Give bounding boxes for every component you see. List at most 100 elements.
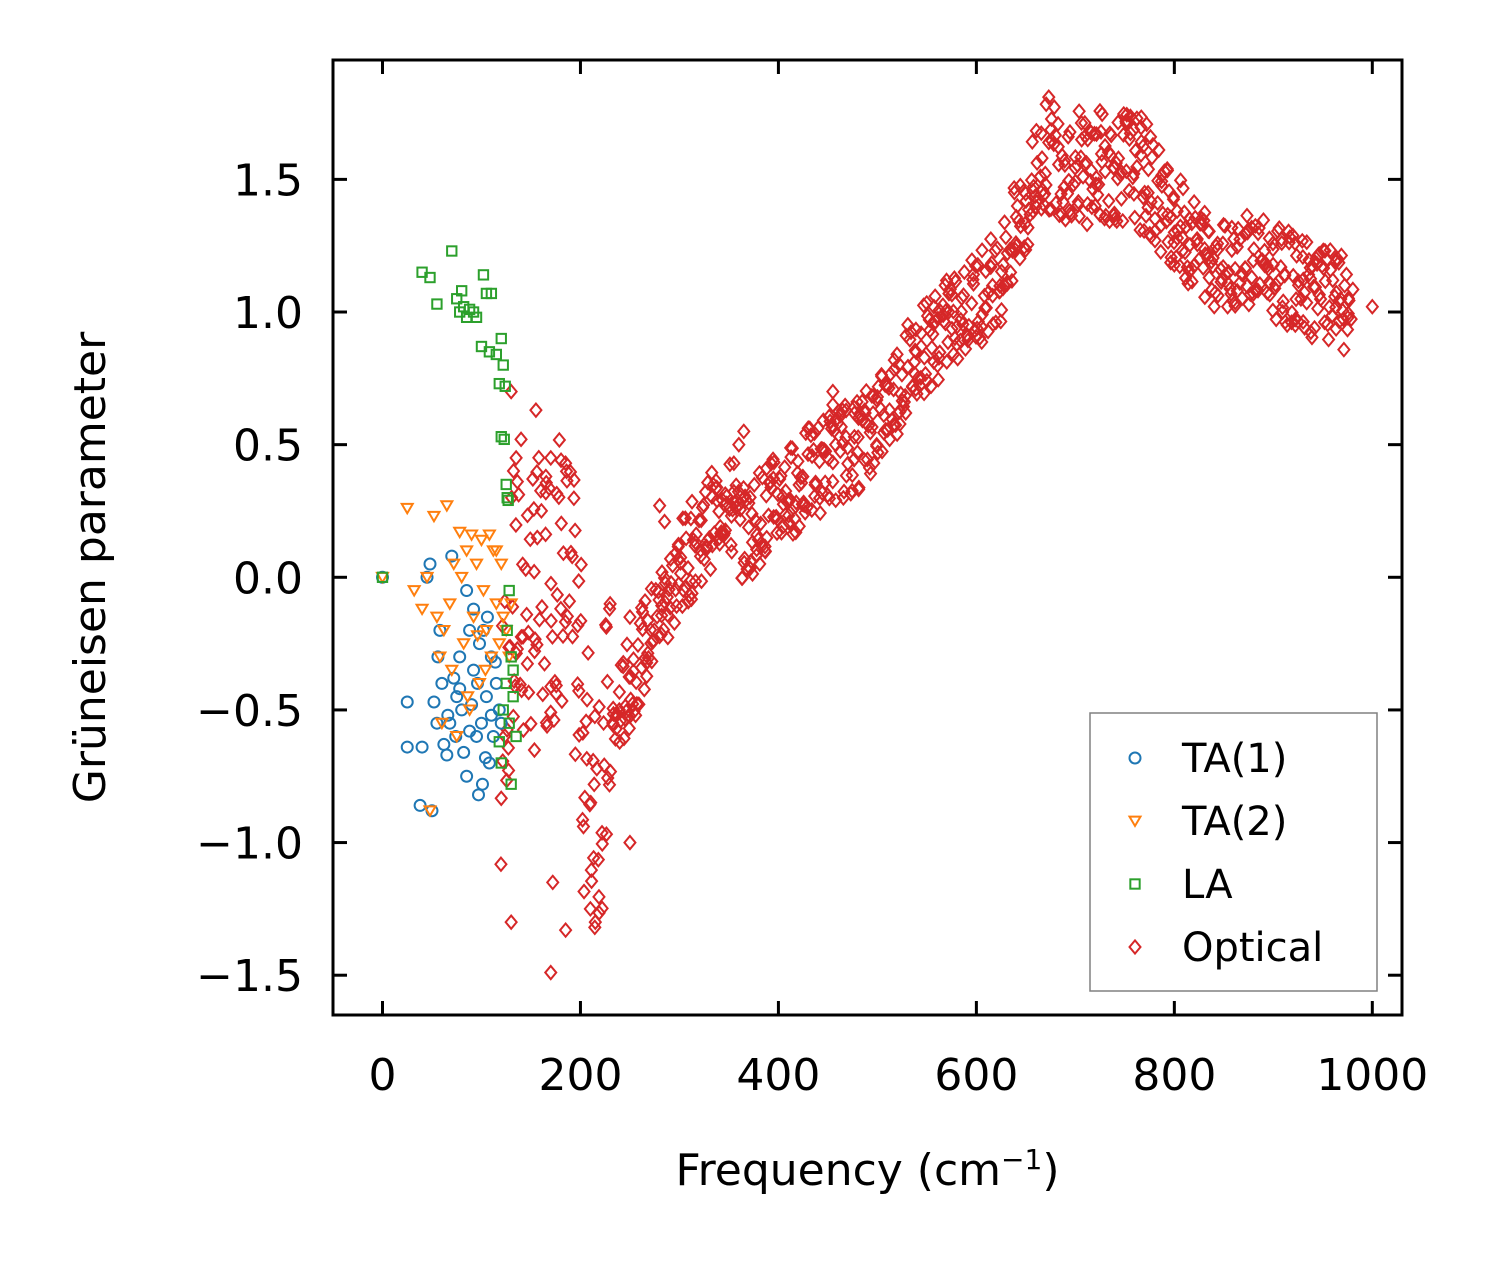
optical-point (938, 315, 953, 332)
optical-point (866, 454, 881, 472)
data-point (483, 346, 496, 358)
optical-point (996, 256, 1011, 273)
optical-point (1215, 271, 1229, 288)
optical-point (1288, 311, 1303, 328)
optical-point (1311, 300, 1325, 317)
optical-point (1134, 119, 1148, 136)
optical-point (1047, 98, 1062, 116)
optical-outlier-point (603, 595, 617, 612)
optical-point (542, 479, 557, 497)
optical-point (673, 549, 688, 566)
optical-point (1041, 89, 1056, 106)
optical-point (644, 653, 659, 670)
optical-point (901, 316, 915, 333)
optical-outlier-point (504, 383, 518, 400)
optical-point (1130, 158, 1144, 176)
optical-point (1305, 329, 1319, 346)
optical-point (968, 257, 983, 275)
optical-point (596, 714, 611, 732)
optical-point (1119, 163, 1134, 180)
optical-point (1299, 294, 1314, 311)
optical-point (909, 343, 923, 361)
optical-point (1072, 208, 1087, 225)
optical-point (1198, 289, 1212, 306)
data-point (427, 695, 441, 709)
optical-outlier-point (588, 913, 603, 931)
data-point (490, 348, 502, 361)
optical-point (1153, 243, 1168, 260)
optical-outlier-point (652, 497, 667, 514)
optical-point (535, 686, 550, 703)
optical-point (807, 425, 822, 442)
optical-point (1207, 298, 1222, 315)
data-point (376, 571, 389, 583)
optical-point (1317, 314, 1332, 331)
optical-point (785, 440, 800, 457)
optical-point (516, 721, 531, 739)
optical-point (1268, 276, 1283, 293)
optical-point (602, 776, 617, 793)
optical-point (875, 443, 889, 460)
optical-point (712, 503, 726, 520)
data-point (400, 740, 414, 754)
optical-point (567, 490, 581, 507)
data-point (441, 708, 455, 722)
data-point (485, 287, 498, 300)
optical-point (733, 501, 748, 518)
optical-point (1116, 126, 1131, 144)
optical-point (667, 614, 682, 632)
optical-point (1018, 185, 1033, 202)
optical-point (623, 691, 638, 708)
optical-outlier-point (529, 402, 543, 419)
optical-point (1296, 313, 1310, 331)
data-point (503, 598, 519, 611)
optical-point (595, 900, 609, 917)
series-optical (494, 89, 1380, 981)
x-axis-label: Frequency (cm−1) (676, 1143, 1060, 1197)
optical-point (524, 715, 538, 732)
optical-point (1013, 250, 1027, 267)
optical-point (984, 255, 999, 272)
optical-point (947, 270, 962, 287)
optical-point (890, 425, 904, 443)
optical-point (1339, 266, 1354, 283)
optical-point (655, 564, 669, 581)
optical-point (574, 556, 588, 573)
data-point (472, 637, 486, 651)
data-point (442, 598, 458, 611)
data-point (415, 740, 429, 754)
optical-point (957, 263, 972, 281)
optical-point (613, 712, 628, 730)
optical-point (1302, 251, 1316, 269)
data-point (435, 676, 449, 690)
y-tick-label: 1.0 (233, 288, 303, 339)
data-point (433, 623, 447, 637)
optical-point (651, 583, 666, 600)
optical-point (549, 677, 564, 694)
data-point (467, 602, 481, 616)
data-point (505, 651, 517, 663)
optical-point (801, 420, 816, 437)
optical-outlier-point (558, 921, 573, 939)
optical-point (979, 263, 993, 280)
optical-point (999, 229, 1013, 246)
data-point (449, 729, 463, 743)
optical-point (723, 456, 737, 473)
data-point (437, 737, 451, 751)
optical-point (520, 655, 535, 672)
optical-point (1150, 194, 1165, 212)
x-tick-label: 600 (934, 1050, 1018, 1101)
optical-outlier-point (558, 455, 573, 472)
optical-point (639, 668, 654, 685)
optical-point (1224, 241, 1239, 259)
y-tick-label: 0.0 (233, 553, 303, 604)
optical-point (1164, 249, 1179, 266)
optical-point (936, 307, 950, 324)
optical-point (743, 489, 757, 506)
data-point (507, 690, 519, 703)
x-tick-label: 400 (736, 1050, 820, 1101)
optical-point (1334, 247, 1349, 264)
data-point (452, 526, 467, 540)
data-point (502, 494, 514, 507)
optical-point (733, 511, 747, 528)
